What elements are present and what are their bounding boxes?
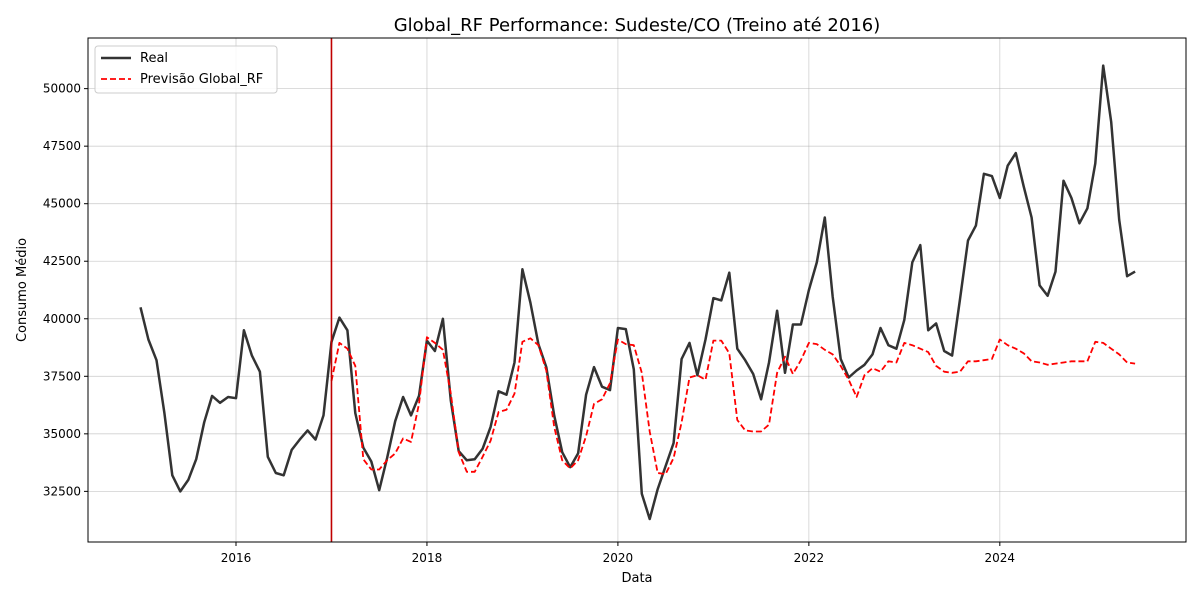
x-tick-label: 2024: [985, 551, 1016, 565]
y-tick-label: 42500: [43, 254, 81, 268]
y-tick-label: 32500: [43, 484, 81, 498]
series-line-real: [139, 64, 1136, 521]
x-tick-label: 2022: [794, 551, 825, 565]
legend-label-real: Real: [140, 51, 168, 66]
y-tick-label: 50000: [43, 82, 81, 96]
plot-lines: [139, 64, 1136, 521]
chart-title: Global_RF Performance: Sudeste/CO (Trein…: [394, 15, 881, 36]
y-tick-label: 45000: [43, 197, 81, 211]
y-tick-label: 40000: [43, 312, 81, 326]
legend-box: [94, 45, 278, 94]
y-tick-label: 35000: [43, 427, 81, 441]
x-tick-label: 2020: [603, 551, 634, 565]
legend: Real Previsão Global_RF: [94, 45, 278, 94]
y-tick-label: 37500: [43, 369, 81, 383]
grid: [88, 38, 1186, 542]
series-line-forecast: [330, 336, 1136, 476]
y-axis-label: Consumo Médio: [15, 238, 30, 342]
x-tick-label: 2018: [412, 551, 443, 565]
x-axis-label: Data: [621, 571, 652, 586]
x-axis-ticks: 2016 2018 2020 2022 2024: [221, 542, 1015, 565]
legend-label-forecast: Previsão Global_RF: [140, 72, 263, 87]
plot-frame: [87, 37, 1187, 543]
y-axis-ticks: 32500 35000 37500 40000 42500 45000 47500 50000: [43, 82, 88, 498]
y-tick-label: 47500: [43, 139, 81, 153]
x-tick-label: 2016: [221, 551, 252, 565]
